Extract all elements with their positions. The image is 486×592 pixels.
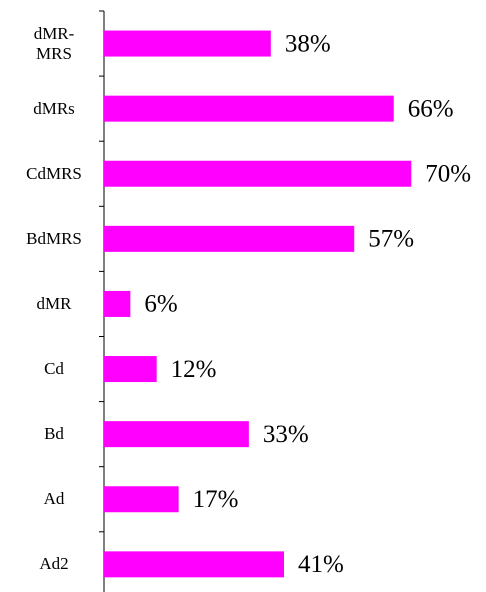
data-label: 41% <box>298 551 344 578</box>
data-label: 70% <box>425 160 471 187</box>
data-label: 12% <box>171 356 217 383</box>
bar <box>104 290 131 317</box>
bar <box>104 30 271 57</box>
data-label: 57% <box>368 226 414 253</box>
category-label: CdMRS <box>26 163 82 183</box>
category-label: Cd <box>44 359 64 379</box>
bar <box>104 95 394 122</box>
category-label: Bd <box>44 424 64 444</box>
data-label: 33% <box>263 421 309 448</box>
category-label: dMR <box>36 293 72 313</box>
category-label: BdMRS <box>26 228 82 248</box>
bar <box>104 225 355 252</box>
category-label: dMRs <box>33 98 75 118</box>
data-label: 66% <box>408 95 454 122</box>
bar <box>104 356 157 383</box>
bar <box>104 421 249 448</box>
category-label: dMR-MRS <box>33 23 75 63</box>
data-label: 38% <box>285 30 331 57</box>
category-label: Ad <box>43 489 65 509</box>
data-label: 6% <box>144 291 177 318</box>
bar <box>104 160 412 187</box>
category-label: Ad2 <box>39 554 69 574</box>
data-label: 17% <box>193 486 239 513</box>
bar <box>104 486 179 513</box>
bar <box>104 551 284 578</box>
